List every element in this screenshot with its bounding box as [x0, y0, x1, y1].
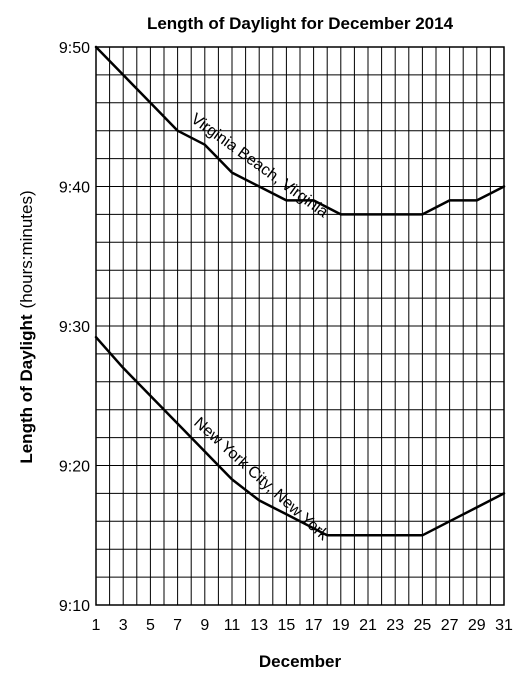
- x-tick-label: 31: [495, 617, 513, 634]
- x-tick-label: 11: [224, 617, 241, 634]
- x-tick-label: 25: [414, 617, 432, 634]
- x-tick-label: 23: [386, 617, 404, 634]
- x-tick-labels: 1 3 5 7 9 11 13 15 17 19 21 23 25 27 29 31: [92, 617, 513, 634]
- plot-frame: [95, 46, 505, 606]
- y-tick-label: 9:20: [59, 459, 90, 476]
- x-tick-label: 15: [278, 617, 296, 634]
- series-group: [94, 45, 506, 537]
- x-tick-label: 19: [332, 617, 350, 634]
- series-line-virginia-beach: [94, 45, 506, 216]
- series-label-new-york-city: New York City, New York: [190, 414, 332, 544]
- x-axis-title: December: [259, 652, 342, 671]
- y-axis-title-main: Length of Daylight: [17, 314, 36, 464]
- x-tick-label: 1: [92, 617, 101, 634]
- chart-title: Length of Daylight for December 2014: [147, 14, 454, 33]
- y-tick-label: 9:40: [59, 180, 90, 197]
- y-axis-title: Length of Daylight (hours:minutes): [17, 190, 36, 463]
- x-tick-label: 17: [305, 617, 323, 634]
- x-tick-label: 13: [250, 617, 268, 634]
- y-axis-title-unit: (hours:minutes): [17, 190, 36, 308]
- y-tick-label: 9:10: [59, 598, 90, 615]
- x-tick-label: 27: [441, 617, 459, 634]
- y-tick-label: 9:50: [59, 40, 90, 57]
- x-tick-label: 7: [173, 617, 182, 634]
- x-tick-label: 9: [200, 617, 209, 634]
- grid: [95, 46, 505, 606]
- x-tick-label: 5: [146, 617, 155, 634]
- x-tick-label: 21: [359, 617, 377, 634]
- x-tick-label: 3: [119, 617, 128, 634]
- x-tick-label: 29: [468, 617, 486, 634]
- y-tick-label: 9:30: [59, 319, 90, 336]
- series-line-new-york-city: [94, 335, 506, 537]
- y-tick-labels: 9:10 9:20 9:30 9:40 9:50: [59, 40, 90, 615]
